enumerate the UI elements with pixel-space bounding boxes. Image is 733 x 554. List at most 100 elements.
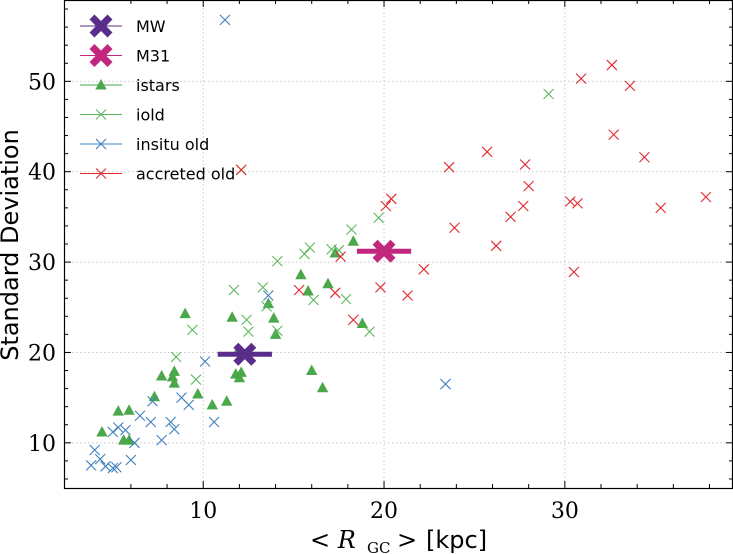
insitu-old-point-stroke-b <box>156 434 168 446</box>
accreted-old-point-stroke-b <box>490 240 502 252</box>
legend-marker <box>95 138 107 150</box>
istars-point <box>96 425 108 437</box>
legend-marker-stroke-b <box>89 44 113 67</box>
istars-point <box>206 398 218 410</box>
x-tick-label: 20 <box>370 499 398 524</box>
legend-marker <box>89 44 113 67</box>
accreted-old-point <box>655 202 667 214</box>
iold-point <box>186 324 198 336</box>
accreted-old-point <box>564 196 576 207</box>
x-axis-label-math: < R <box>310 526 356 554</box>
insitu-old-point-stroke-b <box>107 462 119 474</box>
istars-point <box>235 366 247 377</box>
legend-item-m31: M31 <box>80 44 170 67</box>
x-tick-label: 10 <box>189 499 217 524</box>
insitu-old-point <box>199 356 211 367</box>
insitu-old-point <box>112 422 124 433</box>
iold-point <box>333 244 345 256</box>
iold-point <box>228 284 240 296</box>
istars-point <box>155 369 168 381</box>
insitu-old-point <box>111 461 122 473</box>
accreted-old-point-stroke-b <box>523 180 535 192</box>
istars-point <box>306 364 318 376</box>
accreted-old-point-stroke-b <box>347 314 359 326</box>
accreted-old-point-stroke-b <box>700 191 712 203</box>
x-axis-label-subscript: GC <box>367 539 390 554</box>
accreted-old-point <box>572 197 583 209</box>
legend-item-insitu-old: insitu old <box>80 135 209 154</box>
x-axis-unit: [kpc] <box>426 526 487 554</box>
accreted-old-point <box>490 240 502 252</box>
accreted-old-point-stroke-b <box>375 281 386 293</box>
istars-point <box>268 312 280 323</box>
insitu-old-point <box>147 395 158 407</box>
insitu-old-point <box>165 416 177 428</box>
accreted-old-point-stroke-b <box>443 161 455 173</box>
insitu-old-point-stroke-b <box>147 395 158 407</box>
accreted-old-point-stroke-b <box>568 266 580 278</box>
accreted-old-point-stroke-b <box>380 200 392 212</box>
accreted-old-point-stroke-b <box>293 284 305 296</box>
iold-point <box>243 326 254 338</box>
istars-point <box>316 381 329 393</box>
iold-point-stroke-b <box>243 326 254 338</box>
accreted-old-point <box>575 73 587 85</box>
mw-point-stroke-b <box>233 342 257 366</box>
insitu-old-point <box>134 410 146 422</box>
insitu-old-point <box>120 424 131 436</box>
istars-point <box>148 390 161 402</box>
insitu-old-point <box>440 378 451 390</box>
insitu-old-point <box>129 437 140 449</box>
accreted-old-point <box>402 290 413 301</box>
accreted-old-point-stroke-b <box>608 129 620 141</box>
x-axis-label: < R GC > [kpc] <box>310 526 487 554</box>
istars-point <box>295 268 307 280</box>
insitu-old-point <box>94 453 106 465</box>
accreted-old-point <box>481 146 493 158</box>
legend-marker-stroke-b <box>95 168 107 179</box>
iold-point-stroke-b <box>261 300 272 312</box>
iold-point-stroke-b <box>271 325 283 337</box>
m31-point <box>372 239 396 263</box>
legend-marker-stroke-b <box>95 138 107 150</box>
insitu-old-point <box>100 460 111 472</box>
accreted-old-point <box>375 281 386 293</box>
accreted-old-point <box>639 151 650 163</box>
plot-frame <box>63 0 733 490</box>
accreted-old-point <box>235 164 247 176</box>
iold-point <box>257 281 269 293</box>
accreted-old-point <box>329 287 341 299</box>
iold-point-stroke-b <box>364 326 375 338</box>
accreted-old-point-stroke-b <box>572 197 583 209</box>
accreted-old-point-stroke-b <box>639 151 650 163</box>
istars-point <box>123 404 135 415</box>
legend-marker <box>89 14 113 38</box>
y-tick-label: 20 <box>28 341 56 366</box>
istars-point <box>226 311 238 322</box>
accreted-old-point <box>523 180 535 192</box>
y-tick-label: 30 <box>28 251 56 276</box>
accreted-old-point <box>517 200 529 212</box>
insitu-old-point <box>107 462 119 474</box>
legend-item-iold: iold <box>80 106 165 125</box>
iold-point <box>340 293 352 305</box>
legend-marker <box>95 168 107 179</box>
x-tick-label: 30 <box>551 499 579 524</box>
legend-label: M31 <box>136 47 170 66</box>
iold-point <box>271 325 283 337</box>
insitu-old-point-stroke-b <box>125 454 137 466</box>
insitu-old-point-stroke-b <box>262 290 274 301</box>
x-axis-label-close: > <box>397 526 417 554</box>
istars-point <box>347 235 359 246</box>
insitu-old-point <box>89 444 101 456</box>
insitu-old-point-stroke-b <box>120 424 131 436</box>
iold-point <box>299 248 310 260</box>
insitu-old-point <box>262 290 274 301</box>
iold-point-stroke-b <box>190 374 202 385</box>
iold-point-stroke-b <box>543 88 554 100</box>
accreted-old-point-stroke-b <box>655 202 667 214</box>
insitu-old-point <box>125 454 137 466</box>
iold-point <box>346 224 357 235</box>
legend-marker <box>95 109 107 120</box>
